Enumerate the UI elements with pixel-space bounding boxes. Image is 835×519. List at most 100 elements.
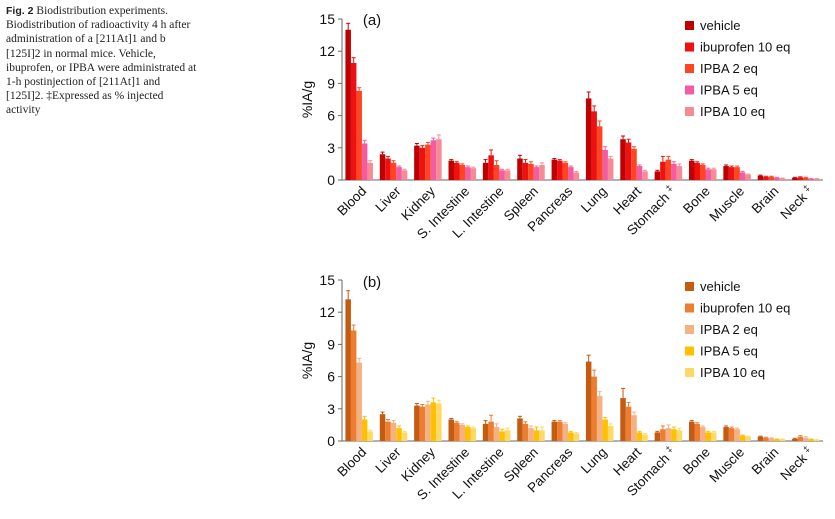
legend-swatch — [685, 64, 694, 73]
legend-label: vehicle — [700, 18, 740, 33]
legend-swatch — [685, 303, 694, 313]
bar-ipba-10-eq — [745, 174, 751, 180]
bar-ipba-10-eq — [401, 170, 408, 180]
bar-ipba-2-eq — [768, 176, 775, 180]
bar-ipba-5-eq — [396, 167, 402, 180]
bar-ibuprofen-10-eq — [454, 162, 460, 180]
bar-ipba-5-eq — [465, 427, 471, 441]
bar-ibuprofen-10-eq — [350, 330, 357, 441]
bar-vehicle — [448, 419, 454, 441]
caption-text: Biodistribution experiments. Biodistribu… — [6, 5, 197, 117]
bar-ipba-5-eq — [705, 169, 711, 180]
bar-vehicle — [620, 398, 626, 441]
bar-vehicle — [414, 405, 420, 441]
bar-ipba-2-eq — [528, 163, 534, 180]
bar-ipba-10-eq — [504, 430, 511, 441]
bar-ipba-10-eq — [436, 139, 442, 180]
y-axis-title: %IA/g — [299, 342, 315, 379]
legend-swatch — [685, 325, 694, 334]
bar-vehicle — [414, 145, 420, 180]
bar-ipba-2-eq — [631, 415, 637, 441]
panel-label: (b) — [363, 274, 381, 291]
bar-vehicle — [517, 158, 523, 180]
bar-ipba-10-eq — [676, 166, 683, 180]
y-tick-label: 3 — [327, 401, 335, 417]
bar-ipba-10-eq — [711, 432, 717, 441]
bar-ipba-10-eq — [642, 171, 648, 180]
bar-ipba-5-eq — [499, 170, 505, 180]
bar-ibuprofen-10-eq — [488, 155, 494, 180]
bar-vehicle — [689, 421, 695, 441]
bar-ipba-10-eq — [436, 403, 442, 441]
y-tick-label: 15 — [319, 272, 335, 288]
bar-vehicle — [517, 418, 523, 441]
bar-ipba-2-eq — [631, 148, 637, 180]
bar-vehicle — [379, 414, 386, 441]
bar-ipba-5-eq — [774, 177, 780, 180]
bar-ipba-10-eq — [814, 439, 820, 441]
bar-vehicle — [482, 423, 489, 441]
bar-ipba-2-eq — [562, 423, 569, 441]
bar-vehicle — [757, 436, 764, 441]
bar-ibuprofen-10-eq — [694, 423, 700, 441]
legend-label: IPBA 5 eq — [700, 344, 758, 359]
bar-vehicle — [654, 171, 661, 180]
y-tick-label: 12 — [319, 304, 335, 320]
bar-ipba-2-eq — [459, 164, 465, 180]
bar-ipba-10-eq — [504, 170, 511, 180]
bar-ibuprofen-10-eq — [454, 422, 460, 441]
bar-ipba-5-eq — [705, 432, 711, 441]
x-tick-label: Liver — [372, 444, 404, 476]
bar-ipba-10-eq — [779, 439, 786, 441]
bar-ipba-5-eq — [499, 431, 505, 441]
bar-ipba-10-eq — [367, 431, 373, 441]
bar-ipba-10-eq — [607, 425, 614, 441]
bar-ipba-10-eq — [539, 164, 545, 180]
x-tick-label: Blood — [334, 184, 369, 219]
legend-label: ibuprofen 10 eq — [700, 40, 790, 55]
bar-ibuprofen-10-eq — [522, 162, 529, 180]
bar-ibuprofen-10-eq — [763, 437, 769, 441]
bar-ipba-2-eq — [459, 424, 465, 441]
bar-ipba-10-eq — [367, 162, 373, 180]
bar-ipba-2-eq — [356, 362, 362, 441]
bar-ipba-5-eq — [602, 419, 608, 441]
bar-ibuprofen-10-eq — [385, 421, 391, 441]
bar-ipba-2-eq — [356, 90, 362, 180]
y-tick-label: 9 — [327, 336, 335, 352]
bar-vehicle — [551, 159, 558, 180]
bar-ipba-2-eq — [665, 159, 672, 180]
bar-vehicle — [585, 361, 592, 441]
legend-label: IPBA 5 eq — [700, 83, 758, 98]
bar-ipba-5-eq — [533, 430, 540, 441]
bar-ibuprofen-10-eq — [385, 158, 391, 180]
bar-ipba-5-eq — [361, 419, 368, 441]
x-tick-label: Neck ‡ — [777, 444, 816, 483]
panel-label: (a) — [363, 12, 381, 29]
bar-vehicle — [792, 177, 798, 180]
bar-ipba-2-eq — [390, 422, 397, 441]
x-tick-label: Lung — [578, 445, 610, 477]
bar-ipba-10-eq — [573, 433, 580, 441]
legend-swatch — [685, 368, 694, 377]
bar-ipba-5-eq — [739, 172, 746, 180]
bar-ibuprofen-10-eq — [488, 421, 494, 441]
bar-ipba-5-eq — [430, 140, 437, 180]
bar-ibuprofen-10-eq — [557, 421, 563, 441]
bar-ipba-5-eq — [808, 439, 815, 441]
bar-vehicle — [345, 29, 351, 180]
bar-ipba-2-eq — [390, 162, 397, 180]
bar-ipba-2-eq — [803, 177, 809, 180]
bar-ipba-5-eq — [671, 163, 677, 180]
bar-ipba-2-eq — [734, 167, 740, 180]
legend-swatch — [685, 346, 694, 356]
bar-ipba-5-eq — [808, 178, 815, 180]
bar-vehicle — [654, 432, 661, 441]
x-tick-label: Muscle — [706, 184, 747, 225]
bar-vehicle — [723, 166, 729, 180]
bar-ibuprofen-10-eq — [797, 177, 804, 180]
bar-ibuprofen-10-eq — [591, 376, 597, 441]
